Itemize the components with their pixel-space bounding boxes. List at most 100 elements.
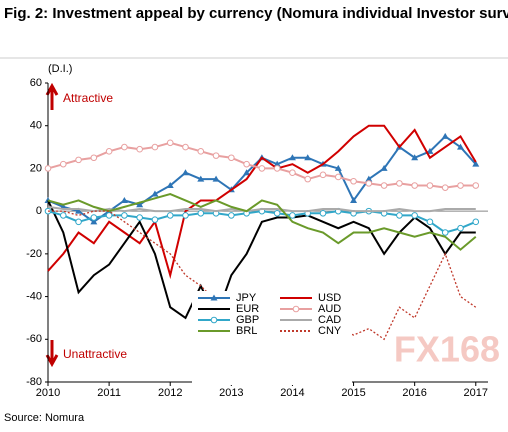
unattractive-label: Unattractive xyxy=(63,347,127,361)
marker xyxy=(380,182,388,189)
marker xyxy=(90,214,98,221)
marker xyxy=(292,305,300,313)
x-tick-label: 2014 xyxy=(280,387,304,399)
marker xyxy=(197,175,205,182)
marker xyxy=(411,212,418,219)
marker xyxy=(441,184,449,191)
marker xyxy=(472,182,480,189)
marker xyxy=(182,212,189,219)
x-tick-label: 2012 xyxy=(158,387,182,399)
marker xyxy=(121,143,128,151)
y-tick-label: -40 xyxy=(26,290,42,302)
marker xyxy=(304,154,312,161)
marker xyxy=(472,160,480,167)
marker xyxy=(289,169,296,176)
source: Source: Nomura xyxy=(4,412,85,424)
marker xyxy=(182,143,189,151)
watermark: FX168 xyxy=(394,329,500,370)
marker xyxy=(441,229,449,236)
plot-area: -80 -60 -40 -20 0 20 40 60 2010 2011 2012 2013 2014 2… xyxy=(26,77,488,399)
marker xyxy=(90,154,98,162)
marker xyxy=(289,212,296,219)
marker xyxy=(75,207,83,214)
marker xyxy=(151,190,159,197)
series-5 xyxy=(47,205,476,213)
marker xyxy=(90,218,98,225)
x-tick-label: 2017 xyxy=(464,387,488,399)
marker xyxy=(210,316,218,324)
marker xyxy=(350,177,357,185)
marker xyxy=(288,154,296,161)
marker xyxy=(334,164,342,171)
marker xyxy=(166,212,174,219)
legend-label: CNY xyxy=(318,325,342,337)
marker xyxy=(105,148,113,155)
marker xyxy=(273,209,281,217)
marker xyxy=(426,218,434,226)
marker xyxy=(304,175,312,183)
marker xyxy=(319,171,327,179)
marker xyxy=(120,196,128,203)
x-tick-label: 2016 xyxy=(402,387,426,399)
legend-box xyxy=(192,291,352,385)
marker xyxy=(136,201,144,208)
y-tick-label: 40 xyxy=(30,120,42,132)
legend-label: EUR xyxy=(236,303,259,315)
chart-title: Fig. 2: Investment appeal by currency (N… xyxy=(4,5,508,22)
down-arrow xyxy=(45,340,59,368)
marker xyxy=(319,209,327,217)
marker xyxy=(212,175,220,182)
marker xyxy=(136,145,143,153)
marker xyxy=(457,182,464,189)
marker xyxy=(228,154,235,162)
marker xyxy=(472,218,480,226)
marker xyxy=(75,218,82,226)
series-line xyxy=(47,205,476,213)
legend-label: GBP xyxy=(236,314,259,326)
series-3 xyxy=(44,139,480,191)
marker xyxy=(273,165,281,172)
y-unit: (D.I.) xyxy=(48,63,72,75)
marker xyxy=(59,212,67,219)
legend-label: AUD xyxy=(318,303,341,315)
marker xyxy=(396,180,403,187)
marker xyxy=(59,160,67,168)
attractive-label: Attractive xyxy=(63,91,113,105)
x-tick-label: 2011 xyxy=(97,387,121,399)
marker xyxy=(365,175,373,182)
marker xyxy=(228,212,235,219)
marker xyxy=(197,209,205,217)
y-tick-label: -60 xyxy=(26,333,42,345)
series-4 xyxy=(44,207,480,236)
y-tick-label: 60 xyxy=(30,77,42,89)
marker xyxy=(182,169,189,176)
up-arrow xyxy=(45,82,59,110)
marker xyxy=(166,182,174,189)
marker xyxy=(441,132,449,139)
marker xyxy=(197,148,205,155)
marker xyxy=(75,156,82,164)
marker xyxy=(105,212,113,219)
marker xyxy=(121,212,128,219)
series-line xyxy=(47,193,477,251)
marker xyxy=(258,165,266,172)
y-tick-label: 0 xyxy=(36,205,42,217)
marker xyxy=(350,196,358,203)
marker xyxy=(380,164,388,171)
marker xyxy=(151,143,159,151)
marker xyxy=(396,212,403,219)
marker xyxy=(365,180,373,187)
marker xyxy=(44,165,52,172)
series-1 xyxy=(47,124,477,280)
y-tick-label: 20 xyxy=(30,162,42,174)
marker xyxy=(243,160,250,168)
y-tick-label: -80 xyxy=(26,376,42,388)
legend: JPY USD EUR AUD GBP CAD BRL CNY xyxy=(198,292,342,337)
marker xyxy=(212,152,220,159)
x-tick-label: 2010 xyxy=(36,387,60,399)
x-tick-label: 2013 xyxy=(219,387,243,399)
series-line xyxy=(47,124,477,280)
marker xyxy=(457,224,464,232)
